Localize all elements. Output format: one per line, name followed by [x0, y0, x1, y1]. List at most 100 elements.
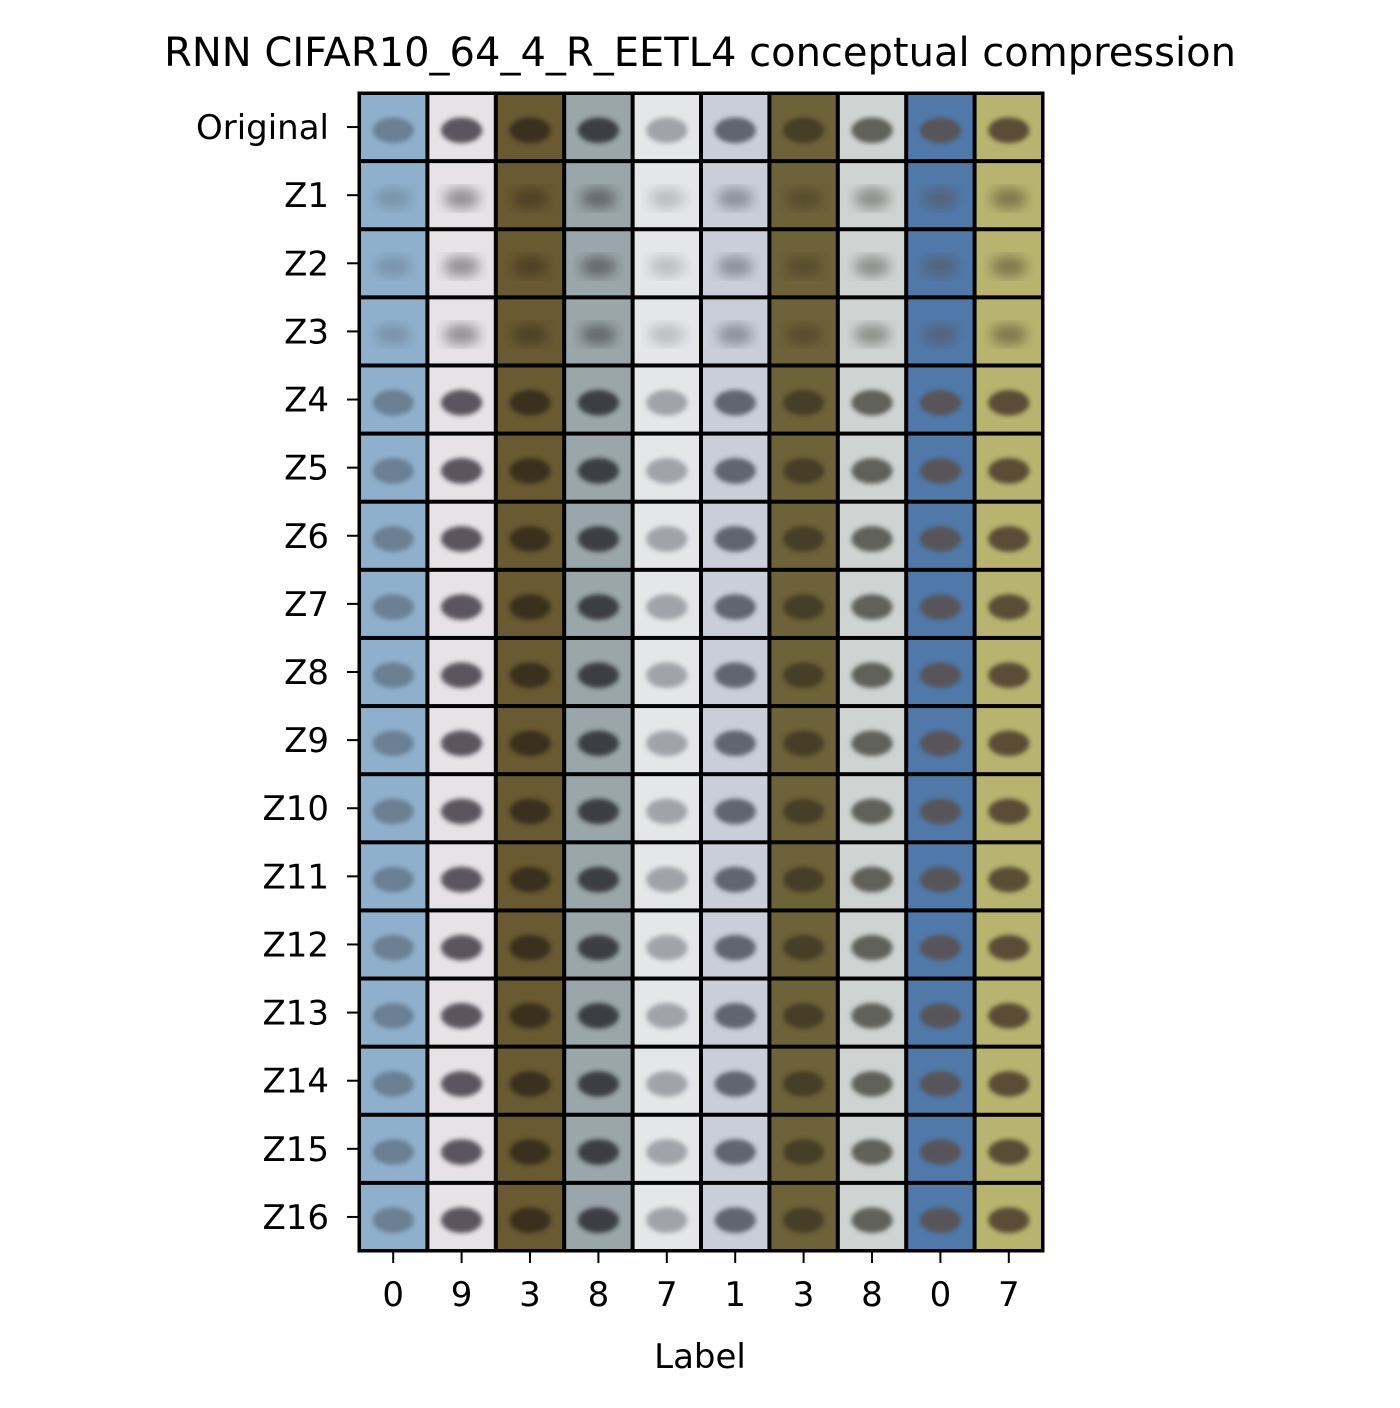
y-tick-label: Z16: [262, 1198, 329, 1238]
grid-cell: [703, 844, 768, 909]
y-tick-label: Z6: [284, 517, 329, 557]
grid-cell: [703, 1048, 768, 1113]
grid-cell: [908, 163, 973, 228]
grid-cell: [634, 980, 699, 1045]
grid-cell: [771, 367, 836, 432]
grid-cell: [429, 776, 494, 841]
grid-cell: [634, 367, 699, 432]
x-tick-label: 8: [861, 1275, 883, 1315]
grid-cell: [634, 776, 699, 841]
grid-cell: [566, 1184, 631, 1249]
grid-cell: [908, 95, 973, 160]
grid-cell: [566, 95, 631, 160]
y-tick-label: Z2: [284, 244, 329, 284]
grid-cell: [839, 639, 905, 705]
y-tick-label: Z10: [262, 789, 329, 829]
grid-cell: [566, 367, 631, 432]
grid-cell: [976, 912, 1041, 977]
grid-cell: [497, 844, 563, 909]
grid-cell: [703, 1184, 768, 1249]
grid-cell: [908, 639, 973, 705]
grid-cell: [497, 776, 563, 841]
grid-cell: [771, 299, 836, 364]
grid-cell: [771, 1116, 836, 1181]
y-tick-label: Z8: [284, 653, 329, 693]
grid-cell: [839, 231, 905, 296]
grid-cell: [839, 1048, 905, 1113]
grid-cell: [771, 1048, 836, 1113]
grid-cell: [566, 912, 631, 977]
grid-cell: [771, 639, 836, 705]
y-tick-label: Z7: [284, 585, 329, 625]
y-tick-label: Z3: [284, 312, 329, 352]
grid-cell: [703, 503, 768, 568]
grid-cell: [839, 844, 905, 909]
axes-frame: [357, 91, 1045, 1253]
grid-cell: [634, 1116, 699, 1181]
grid-cell: [634, 435, 699, 500]
grid-cell: [839, 571, 905, 636]
grid-cell: [908, 980, 973, 1045]
grid-cell: [976, 503, 1041, 568]
grid-cell: [429, 435, 494, 500]
grid-cell: [429, 1116, 494, 1181]
grid-cell: [839, 776, 905, 841]
grid-cell: [703, 980, 768, 1045]
x-tick-label: 1: [724, 1275, 746, 1315]
grid-cell: [703, 1116, 768, 1181]
y-tick-label: Z14: [262, 1062, 329, 1102]
grid-cell: [976, 95, 1041, 160]
x-axis-label: Label: [654, 1337, 746, 1377]
y-axis-ticks: Original Z1 Z2 Z3 Z4 Z5 Z6 Z7 Z8 Z9 Z10 Z11 Z12 Z13 Z1…: [196, 108, 359, 1238]
grid-cell: [566, 503, 631, 568]
grid-cell: [566, 1116, 631, 1181]
grid-cell: [908, 1184, 973, 1249]
grid-cell: [703, 435, 768, 500]
grid-cell: [429, 299, 494, 364]
y-tick-label: Z11: [262, 857, 329, 897]
grid-cell: [839, 95, 905, 160]
grid-cell: [429, 95, 494, 160]
y-tick-label: Z1: [284, 176, 329, 216]
grid-cell: [361, 163, 426, 228]
grid-cell: [908, 503, 973, 568]
grid-cell: [566, 844, 631, 909]
grid-cell: [566, 435, 631, 500]
grid-cell: [634, 571, 699, 636]
grid-cell: [976, 639, 1041, 705]
grid-cell: [497, 708, 563, 773]
grid-cell: [771, 912, 836, 977]
grid-cell: [703, 231, 768, 296]
grid-cell: [771, 1184, 836, 1249]
grid-cell: [976, 844, 1041, 909]
grid-cell: [361, 912, 426, 977]
grid-cell: [566, 980, 631, 1045]
grid-cell: [634, 844, 699, 909]
grid-cell: [361, 571, 426, 636]
grid-cell: [771, 503, 836, 568]
grid-cell: [429, 231, 494, 296]
x-tick-label: 7: [998, 1275, 1020, 1315]
x-tick-label: 9: [451, 1275, 473, 1315]
grid-cell: [771, 231, 836, 296]
grid-cell: [566, 708, 631, 773]
grid-cell: [976, 708, 1041, 773]
grid-cell: [976, 435, 1041, 500]
grid-cell: [703, 912, 768, 977]
grid-cell: [497, 1184, 563, 1249]
grid-cell: [908, 912, 973, 977]
grid-cell: [361, 231, 426, 296]
grid-cell: [361, 1116, 426, 1181]
grid-cell: [908, 571, 973, 636]
grid-cell: [634, 639, 699, 705]
grid-cell: [361, 639, 426, 705]
grid-cell: [361, 299, 426, 364]
grid-cell: [634, 1048, 699, 1113]
grid-cell: [497, 95, 563, 160]
y-tick-label: Z15: [262, 1130, 329, 1170]
grid-cell: [497, 639, 563, 705]
grid-cell: [497, 163, 563, 228]
grid-cell: [908, 844, 973, 909]
grid-cell: [497, 980, 563, 1045]
